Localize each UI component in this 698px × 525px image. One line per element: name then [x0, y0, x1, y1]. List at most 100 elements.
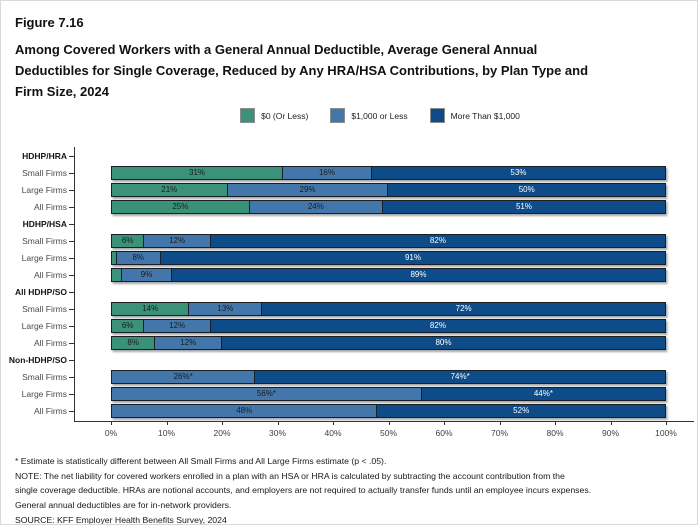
y-axis-line [74, 147, 75, 421]
bar-segment: 26%* [111, 369, 256, 384]
bar-row: 6% 12% 82% [111, 318, 666, 333]
legend-item-more-than-1000: More Than $1,000 [429, 108, 520, 123]
chart-title: Among Covered Workers with a General Ann… [15, 42, 589, 99]
x-axis-tick-label: 100% [655, 428, 677, 438]
x-axis-tick [666, 421, 667, 425]
bar-segment: 56%* [111, 386, 422, 401]
y-axis-tick [69, 155, 74, 157]
bar-segment: 48% [111, 403, 378, 418]
x-axis-tick-label: 10% [157, 428, 175, 438]
x-axis-tick [388, 421, 390, 425]
legend-swatch-medium-blue [330, 108, 346, 123]
bar-row: 8% 12% 80% [111, 335, 666, 350]
bar-value-label: 82% [429, 236, 446, 245]
bar-value-label: 80% [435, 338, 452, 347]
bar-segment: 6% [111, 318, 145, 333]
legend-item-1000-or-less: $1,000 or Less [330, 108, 408, 123]
bar-segment: 8% [116, 250, 161, 265]
bar-segment: 6% [111, 233, 145, 248]
bar-segment: 31% [111, 165, 284, 180]
legend-item-zero-or-less: $0 (Or Less) [240, 108, 308, 123]
x-axis-tick-label: 40% [324, 428, 342, 438]
bar-value-label: 82% [429, 321, 446, 330]
bar-value-label: 12% [180, 338, 197, 347]
bar-value-label: 6% [121, 236, 134, 245]
x-axis-tick-label: 80% [546, 428, 564, 438]
legend-label: $0 (Or Less) [261, 110, 309, 121]
legend: $0 (Or Less) $1,000 or Less More Than $1… [74, 107, 686, 124]
x-axis-tick [277, 421, 279, 425]
x-axis-tick-label: 60% [435, 428, 453, 438]
x-axis-tick-label: 30% [268, 428, 286, 438]
y-axis-tick [69, 206, 74, 208]
bar-value-label: 48% [236, 406, 253, 415]
bar-segment: 91% [160, 250, 666, 265]
bar-value-label: 6% [121, 321, 134, 330]
bar-row: 25% 24% 51% [111, 199, 666, 214]
bar-segment: 13% [189, 301, 263, 316]
y-axis-tick [69, 274, 74, 276]
bar-value-label: 9% [140, 270, 153, 279]
bar-segment: 9% [122, 267, 173, 282]
bar-segment: 24% [249, 199, 383, 214]
bar-row: 14% 13% 72% [111, 301, 666, 316]
y-axis-tick [69, 376, 74, 378]
bar-segment: 29% [227, 182, 389, 197]
x-axis-tick-label: 70% [490, 428, 508, 438]
y-axis-row-label: All Firms [33, 405, 67, 416]
y-axis-tick [69, 410, 74, 412]
bar-value-label: 8% [132, 253, 145, 262]
x-axis-tick [222, 421, 223, 425]
y-axis-tick [69, 291, 74, 293]
bar-segment: 8% [111, 335, 156, 350]
y-axis-tick [69, 308, 74, 310]
bar-segment: 74%* [255, 369, 666, 384]
y-axis-row-label: All Firms [33, 201, 67, 212]
y-axis-group-label: Non-HDHP/SO [8, 354, 67, 365]
bar-segment: 82% [210, 233, 666, 248]
x-axis-tick [499, 421, 501, 425]
x-axis-tick [333, 421, 334, 425]
legend-swatch-green [240, 108, 256, 123]
bar-value-label: 12% [169, 236, 186, 245]
bar-value-label: 72% [455, 304, 472, 313]
bar-value-label: 24% [307, 202, 324, 211]
bar-segment: 50% [388, 182, 666, 197]
bar-value-label: 91% [404, 253, 421, 262]
bar-value-label: 8% [127, 338, 139, 347]
bar-value-label: 12% [169, 321, 186, 330]
bar-row: 9% 89% [111, 267, 666, 282]
x-axis-tick-label: 0% [104, 428, 118, 438]
bar-segment: 16% [283, 165, 372, 180]
bar-row: 26%* 74%* [111, 369, 666, 384]
x-axis-tick [166, 421, 168, 425]
x-axis-tick [444, 421, 445, 425]
bar-segment [111, 267, 123, 282]
y-axis-row-label: Large Firms [21, 252, 67, 263]
x-axis-line [74, 421, 694, 422]
legend-label: More Than $1,000 [450, 110, 520, 121]
bar-segment: 89% [172, 267, 666, 282]
bar-value-label: 26%* [173, 372, 193, 381]
bar-segment: 12% [155, 335, 222, 350]
y-axis-group-label: HDHP/HRA [22, 150, 67, 161]
y-axis-tick [69, 189, 74, 191]
bar-value-label: 74%* [450, 372, 470, 381]
bar-row: 31% 16% 53% [111, 165, 666, 180]
bar-row: 6% 12% 82% [111, 233, 666, 248]
bar-value-label: 29% [299, 185, 316, 194]
bar-value-label: 13% [217, 304, 234, 313]
bar-value-label: 51% [515, 202, 532, 211]
bar-value-label: 50% [518, 185, 535, 194]
bar-segment: 44%* [421, 386, 666, 401]
bar-value-label: 44%* [533, 389, 553, 398]
bar-row: 8% 91% [111, 250, 666, 265]
y-axis-tick [69, 393, 74, 395]
bar-segment: 12% [144, 318, 211, 333]
bar-value-label: 89% [410, 270, 427, 279]
y-axis-row-label: Small Firms [22, 371, 67, 382]
bar-segment: 72% [262, 301, 666, 316]
bar-row: 48% 52% [111, 403, 666, 418]
